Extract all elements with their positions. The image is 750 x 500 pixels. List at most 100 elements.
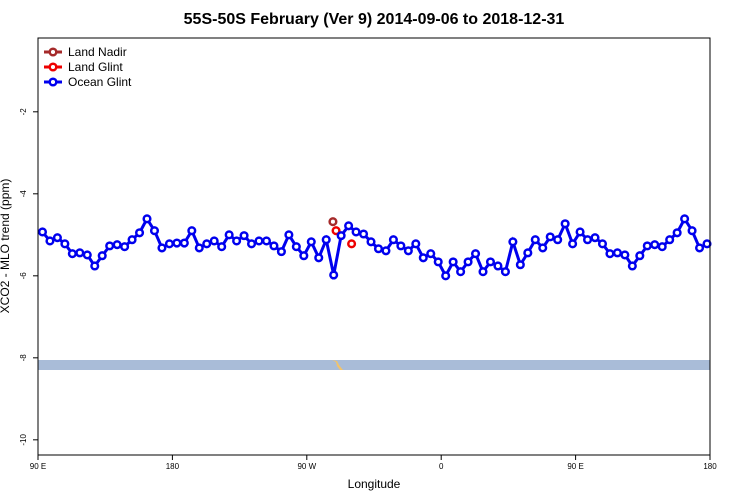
point [254, 236, 264, 246]
point [485, 257, 496, 267]
legend-marker [48, 77, 58, 87]
point [441, 271, 451, 281]
x-tick-label: 90 E [567, 462, 583, 471]
point [582, 235, 593, 245]
point [418, 253, 428, 263]
point [627, 261, 637, 271]
legend-label: Land Nadir [68, 45, 127, 59]
point [314, 253, 324, 263]
point [635, 251, 645, 261]
x-tick-label: 90 W [297, 462, 316, 471]
point [291, 242, 301, 252]
point [217, 242, 227, 252]
point [246, 239, 257, 249]
point [331, 226, 341, 236]
point [373, 244, 384, 254]
point [97, 251, 107, 261]
point [187, 226, 197, 236]
point [470, 249, 481, 259]
legend-marker [48, 62, 58, 72]
point [426, 249, 436, 259]
point [329, 270, 339, 280]
point [164, 239, 174, 249]
chart-title: 55S-50S February (Ver 9) 2014-09-06 to 2… [184, 11, 565, 28]
map-strip [38, 360, 710, 370]
point [52, 233, 62, 243]
point [112, 240, 122, 250]
point [411, 239, 421, 249]
point [60, 239, 70, 249]
point [523, 248, 533, 258]
point [672, 228, 682, 238]
y-tick-label: -2 [19, 108, 28, 116]
point [381, 246, 391, 256]
point [560, 219, 570, 229]
point [358, 229, 369, 239]
point [665, 235, 675, 245]
point [612, 248, 622, 258]
point [620, 250, 630, 260]
point [105, 241, 115, 251]
point [347, 239, 357, 249]
point [657, 242, 667, 252]
land-patch [332, 360, 343, 370]
x-tick-label: 180 [703, 462, 717, 471]
point [269, 241, 279, 251]
point [500, 267, 510, 277]
point [149, 226, 160, 236]
point [179, 238, 189, 248]
point [120, 242, 130, 252]
point [90, 261, 100, 271]
point [650, 240, 660, 250]
point [37, 227, 48, 237]
point [284, 230, 294, 240]
point [396, 241, 406, 251]
point [328, 217, 338, 227]
y-tick-label: -10 [19, 433, 28, 445]
point [75, 248, 85, 258]
point [530, 235, 540, 245]
x-tick-label: 90 E [30, 462, 46, 471]
point [456, 267, 466, 277]
point [202, 239, 212, 249]
point [605, 249, 615, 259]
x-axis-label: Longitude [348, 477, 401, 491]
point [545, 232, 555, 242]
point [687, 226, 697, 236]
point [209, 236, 219, 246]
point [142, 214, 152, 224]
point [463, 257, 473, 267]
point [306, 237, 316, 247]
point [157, 243, 167, 253]
point [433, 257, 443, 267]
point [388, 235, 398, 245]
point [344, 221, 354, 231]
point [553, 235, 563, 245]
point [232, 236, 242, 246]
point [493, 261, 503, 271]
point [694, 243, 705, 253]
point [45, 236, 55, 246]
point [224, 230, 234, 240]
point [680, 214, 690, 224]
point [403, 246, 413, 256]
point [642, 241, 652, 251]
point [448, 257, 458, 267]
point [239, 231, 249, 241]
point [82, 250, 92, 260]
point [366, 237, 376, 247]
point [597, 239, 608, 249]
point [336, 231, 346, 241]
point [67, 249, 77, 259]
y-tick-label: -6 [19, 272, 28, 280]
point [276, 247, 286, 257]
point [299, 251, 309, 261]
point [478, 267, 488, 277]
point [515, 260, 525, 270]
point [590, 233, 600, 243]
y-axis-label: XCO2 - MLO trend (ppm) [0, 179, 12, 314]
point [134, 228, 145, 238]
legend-marker [48, 47, 58, 57]
point [508, 237, 518, 247]
